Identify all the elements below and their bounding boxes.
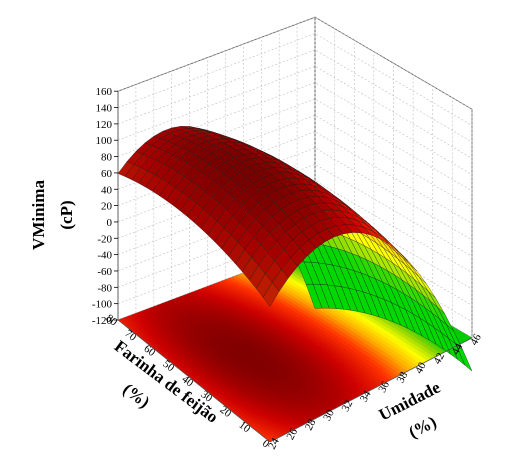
z-tick-label: 60 [101,168,113,180]
z-axis-unit: (cP) [57,200,76,229]
x-tick-label: 46 [468,332,484,348]
z-tick-label: -60 [97,266,112,278]
grid-line-z [117,33,473,126]
z-tick-label: 20 [101,201,113,213]
z-tick-label: -100 [92,299,113,311]
z-tick-label: -20 [97,233,112,245]
z-tick-label: 140 [96,103,113,115]
z-tick-label: 160 [96,86,113,98]
z-tick-label: -40 [97,250,112,262]
z-tick-label: 0 [107,217,113,229]
z-axis-ticks: -120-100-80-60-40-2002040608010012014016… [92,86,118,327]
z-tick-label: -80 [97,282,112,294]
x-axis-unit: (%) [406,412,440,442]
z-tick-label: 100 [96,135,113,147]
z-tick-label: 120 [96,119,113,131]
grid-line-z [117,16,473,110]
y-axis-unit: (%) [119,379,153,411]
z-tick-label: 40 [101,184,113,196]
z-tick-label: 80 [101,152,113,164]
z-axis-title: VMinima [29,180,48,250]
